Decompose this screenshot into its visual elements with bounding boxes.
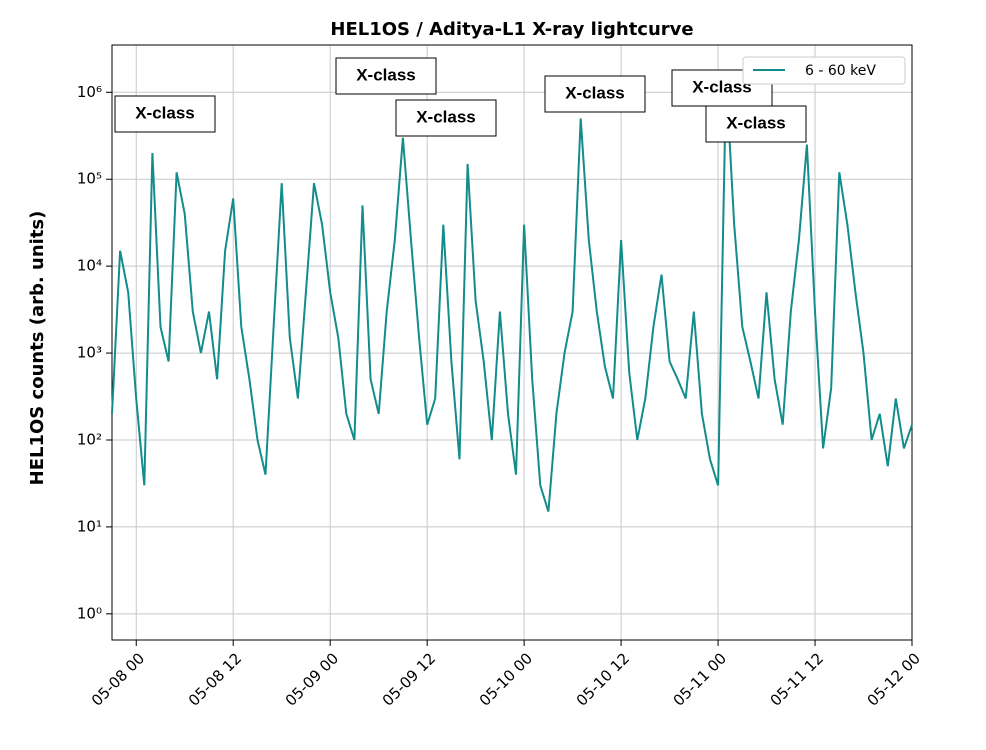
x-tick-label: 05-10 00 <box>476 649 536 709</box>
y-tick-label: 10⁴ <box>77 257 102 275</box>
annotation-box <box>544 75 646 113</box>
annotation: X-class <box>726 113 786 132</box>
annotation: X-class <box>692 77 752 96</box>
y-tick-label: 10⁵ <box>77 170 102 188</box>
annotation: X-class <box>416 107 476 126</box>
y-tick-label: 10⁶ <box>77 83 102 101</box>
y-axis-label: HEL1OS counts (arb. units) <box>27 211 48 486</box>
plot-frame <box>111 44 913 641</box>
chart-title: HEL1OS / Aditya-L1 X-ray lightcurve <box>330 19 693 40</box>
x-tick-label: 05-11 12 <box>767 649 827 709</box>
x-tick-label: 05-11 00 <box>670 649 730 709</box>
y-tick-label: 10⁰ <box>77 604 102 622</box>
annotation-box <box>114 95 216 133</box>
y-tick-label: 10³ <box>77 344 102 362</box>
legend-label: 6 - 60 keV <box>805 63 876 79</box>
annotation-box <box>335 57 437 95</box>
annotation-box <box>395 99 497 137</box>
x-tick-label: 05-08 12 <box>185 649 245 709</box>
data-line <box>111 76 913 512</box>
y-tick-label: 10¹ <box>77 517 102 535</box>
annotation: X-class <box>356 65 416 84</box>
y-tick-label: 10² <box>77 430 102 448</box>
x-tick-label: 05-12 00 <box>864 649 924 709</box>
legend-box <box>742 56 906 85</box>
x-tick-label: 05-10 12 <box>573 649 633 709</box>
annotation: X-class <box>135 103 195 122</box>
x-tick-label: 05-09 00 <box>282 649 342 709</box>
x-tick-label: 05-08 00 <box>88 649 148 709</box>
x-tick-label: 05-09 12 <box>379 649 439 709</box>
annotation: X-class <box>565 83 625 102</box>
annotation-box <box>705 105 807 143</box>
